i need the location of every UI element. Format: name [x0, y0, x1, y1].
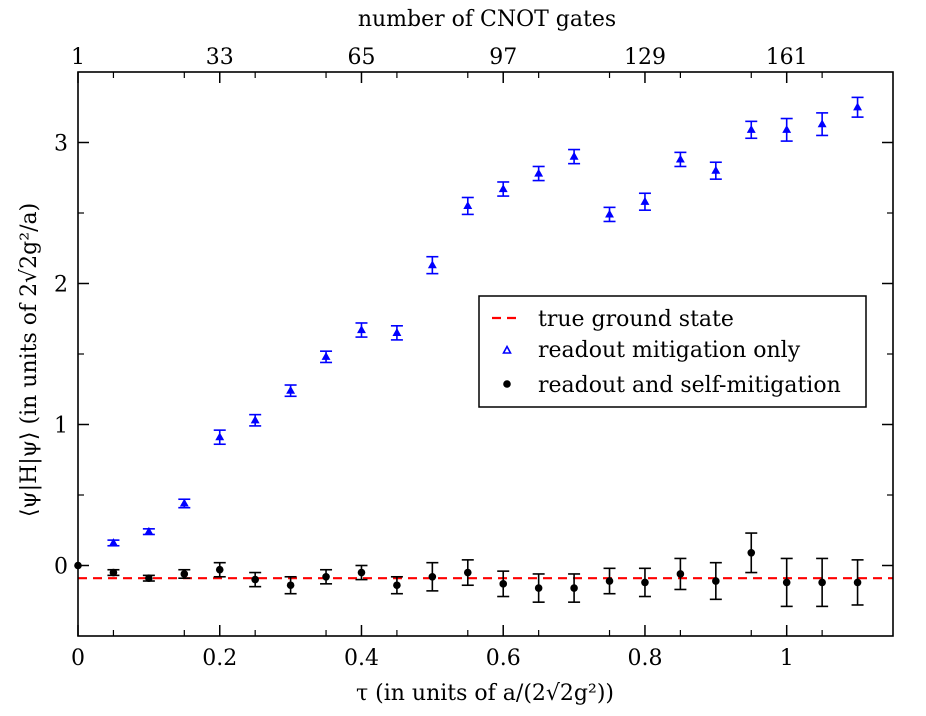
point-self-mitigation-9	[393, 581, 401, 590]
x-tick-label-0: 0	[71, 646, 85, 671]
point-self-mitigation-1	[109, 568, 118, 577]
point-self-mitigation-17	[676, 570, 685, 578]
point-readout-only-11	[498, 184, 508, 193]
point-self-mitigation-7	[322, 572, 330, 581]
point-self-mitigation-13	[534, 584, 543, 592]
point-self-mitigation-10	[428, 572, 437, 581]
point-self-mitigation-19	[747, 549, 756, 557]
y-tick-label-3: 3	[54, 132, 68, 157]
point-readout-only-5	[286, 385, 296, 394]
x-tick-label-5: 1	[780, 646, 794, 671]
point-self-mitigation-20	[782, 578, 791, 587]
point-readout-only-14	[605, 209, 614, 218]
legend-label-readout-only: readout mitigation only	[538, 338, 801, 363]
point-self-mitigation-21	[818, 578, 826, 587]
legend-label-self-mitigation: readout and self-mitigation	[538, 373, 841, 398]
point-readout-only-18	[746, 124, 756, 133]
top-tick-label-0: 1	[71, 45, 85, 70]
point-self-mitigation-8	[357, 568, 366, 577]
x-tick-label-2: 0.4	[344, 646, 379, 671]
top-tick-label-3: 97	[489, 45, 517, 70]
point-self-mitigation-5	[251, 575, 259, 584]
point-readout-only-13	[569, 151, 579, 160]
point-readout-only-21	[853, 102, 863, 111]
point-readout-only-12	[534, 168, 544, 177]
point-readout-only-4	[250, 415, 260, 424]
x-tick-label-3: 0.6	[486, 646, 521, 671]
point-self-mitigation-4	[215, 565, 224, 574]
point-readout-only-9	[427, 260, 437, 269]
point-self-mitigation-14	[570, 584, 578, 592]
point-readout-only-16	[675, 154, 685, 163]
point-self-mitigation-6	[286, 581, 295, 590]
point-readout-only-3	[215, 432, 225, 441]
point-readout-only-0	[108, 538, 118, 547]
x-axis-title: τ (in units of a/(2√2g²))	[356, 681, 614, 706]
legend-box	[478, 295, 867, 408]
point-self-mitigation-2	[145, 574, 153, 582]
legend-swatch-readout-only	[502, 344, 512, 354]
y-axis-title: ⟨ψ|H|ψ⟩ (in units of 2√2g²/a)	[17, 203, 42, 517]
plot-layer	[74, 96, 893, 608]
point-self-mitigation-12	[499, 580, 508, 588]
top-tick-label-1: 33	[206, 45, 234, 70]
point-self-mitigation-16	[641, 578, 649, 587]
y-tick-label-1: 1	[54, 414, 68, 439]
point-readout-only-20	[817, 119, 827, 128]
top-tick-label-2: 65	[347, 45, 375, 70]
point-readout-only-15	[640, 196, 650, 205]
legend-swatch-self-mitigation	[503, 380, 511, 388]
point-readout-only-8	[392, 328, 402, 336]
point-self-mitigation-22	[853, 578, 862, 587]
point-readout-only-19	[782, 124, 792, 133]
point-readout-only-7	[357, 325, 366, 334]
x-tick-label-1: 0.2	[202, 646, 237, 671]
point-readout-only-6	[321, 352, 331, 360]
point-self-mitigation-15	[605, 577, 614, 585]
point-readout-only-10	[463, 201, 473, 210]
point-self-mitigation-11	[463, 568, 472, 577]
legend: true ground state readout mitigation onl…	[478, 295, 867, 408]
top-tick-label-4: 129	[624, 45, 666, 70]
legend-label-ground-state: true ground state	[538, 307, 734, 332]
point-readout-only-17	[711, 165, 721, 174]
axes-layer: 0 0.2 0.4 0.6 0.8 1 1 33 65 97 129 161 0 1 2 3	[54, 45, 894, 671]
top-axis-title: number of CNOT gates	[358, 7, 616, 32]
x-tick-label-4: 0.8	[627, 646, 662, 671]
point-readout-only-1	[144, 526, 154, 535]
top-tick-label-5: 161	[766, 45, 808, 70]
point-self-mitigation-3	[180, 570, 189, 578]
point-readout-only-2	[179, 498, 189, 507]
point-self-mitigation-18	[712, 577, 720, 585]
y-tick-label-2: 2	[54, 273, 68, 298]
y-tick-label-0: 0	[54, 555, 68, 580]
